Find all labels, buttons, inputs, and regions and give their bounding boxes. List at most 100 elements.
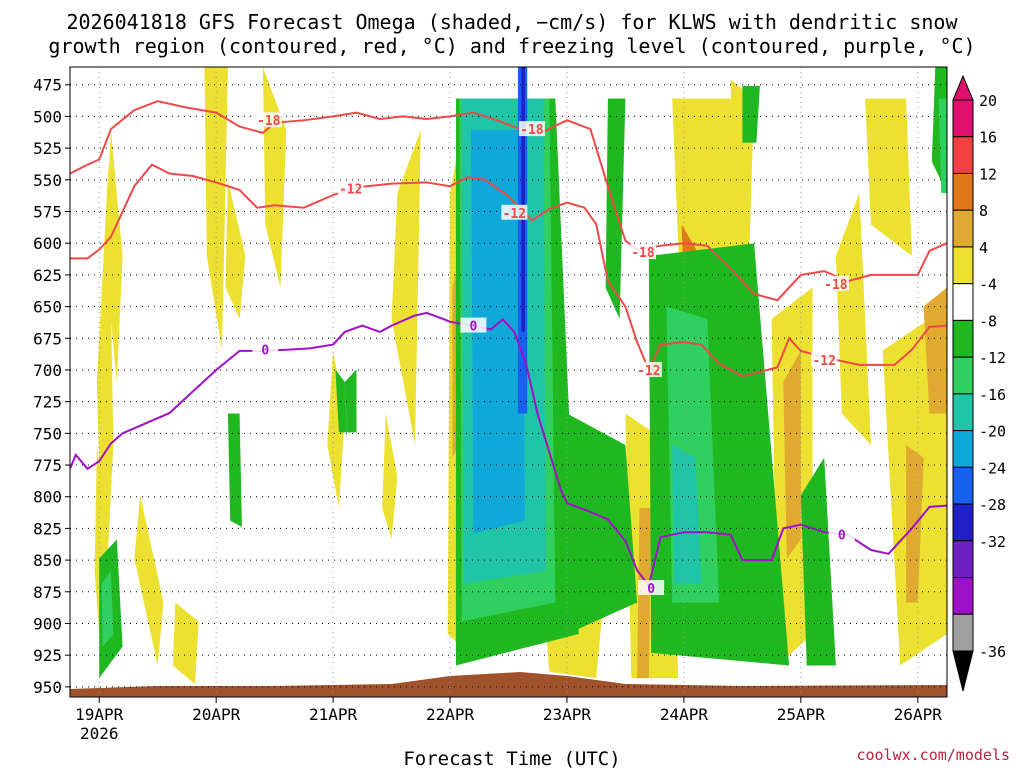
y-tick-label-525: 525	[33, 139, 62, 158]
colorbar-bin-5	[952, 246, 974, 285]
omega-shade-region-24	[783, 350, 801, 559]
y-tick-label-675: 675	[33, 329, 62, 348]
x-tick-label-19apr: 19APR	[75, 705, 124, 724]
y-tick-label-700: 700	[33, 361, 62, 380]
colorbar-label-neg16: -16	[979, 386, 1006, 404]
x-tick-label-23apr: 23APR	[543, 705, 592, 724]
y-tick-label-725: 725	[33, 393, 62, 412]
x-tick-label-22apr: 22APR	[426, 705, 475, 724]
x-axis-title: Forecast Time (UTC)	[403, 748, 621, 770]
colorbar-label-neg8: -8	[979, 312, 997, 330]
omega-shade-region-40	[521, 67, 525, 332]
colorbar-bin-15	[952, 613, 974, 652]
colorbar-label-neg28: -28	[979, 496, 1006, 514]
omega-shade-region-6	[204, 67, 228, 351]
dgz-minus12-label-4: -12	[812, 354, 835, 369]
colorbar-label-8: 8	[979, 202, 988, 220]
x-tick-label-25apr: 25APR	[777, 705, 826, 724]
y-tick-label-625: 625	[33, 266, 62, 285]
dgz-minus12-label-bg-1	[337, 180, 364, 196]
freezing-level-label-bg-4	[828, 526, 855, 542]
x-tick-label-21apr: 21APR	[309, 705, 358, 724]
omega-shade-region-26	[865, 98, 912, 256]
y-tick-label-600: 600	[33, 234, 62, 253]
site-credit: coolwx.com/models	[856, 746, 1010, 764]
dgz-minus18-label-bg-1	[255, 112, 282, 128]
freezing-level-label-2: 0	[470, 320, 478, 335]
omega-shade-region-47	[800, 457, 836, 666]
y-tick-label-900: 900	[33, 614, 62, 633]
x-tick-label-20apr: 20APR	[192, 705, 241, 724]
y-tick-label-775: 775	[33, 456, 62, 475]
colorbar-label-12: 12	[979, 165, 997, 183]
omega-shade-region-9	[327, 350, 345, 508]
x-tick-label-26apr: 26APR	[894, 705, 943, 724]
dgz-minus18-label-3: -18	[631, 246, 655, 261]
x-tick-sublabel-year: 2026	[80, 724, 119, 743]
omega-shade-region-31	[101, 571, 114, 647]
omega-shade-region-38	[471, 130, 525, 534]
colorbar-label-20: 20	[979, 92, 997, 110]
colorbar-bin-1	[952, 99, 974, 138]
colorbar-bin-10	[952, 430, 974, 468]
omega-shade-region-46	[742, 85, 760, 143]
omega-shade-region-5	[172, 602, 199, 685]
colorbar-label-neg24: -24	[979, 459, 1006, 477]
colorbar-label-neg20: -20	[979, 423, 1006, 441]
colorbar-label-neg36: -36	[979, 643, 1006, 661]
dgz-minus12-label-2: -12	[503, 207, 526, 222]
colorbar-bottom-arrow	[952, 650, 974, 692]
omega-shade-region-4	[134, 495, 164, 666]
dgz-minus12-label-bg-2	[501, 204, 528, 220]
y-tick-label-925: 925	[33, 646, 62, 665]
chart-title-line-1: 2026041818 GFS Forecast Omega (shaded, −…	[66, 10, 958, 34]
plot-frame	[69, 66, 948, 698]
omega-shade-region-45	[672, 445, 702, 584]
freezing-level-label-bg-2	[460, 317, 487, 333]
colorbar-bin-14	[952, 577, 974, 615]
colorbar-bin-3	[952, 172, 974, 211]
freezing-level-label-1: 0	[261, 344, 269, 359]
colorbar-bin-7	[952, 319, 974, 358]
y-tick-label-575: 575	[33, 203, 62, 222]
colorbar-label-16: 16	[979, 129, 997, 147]
dgz-minus18-label-4: -18	[824, 278, 848, 293]
dgz-minus12-label-bg-3	[635, 361, 662, 377]
dgz-minus12-label-1: -12	[339, 183, 362, 198]
dgz-minus12-label-3: -12	[637, 364, 660, 379]
colorbar-bin-11	[952, 466, 974, 505]
omega-shade-region-29	[923, 287, 947, 414]
colorbar-bin-8	[952, 356, 974, 395]
y-tick-label-650: 650	[33, 298, 62, 317]
y-tick-label-750: 750	[33, 424, 62, 443]
omega-shade-region-34	[344, 369, 357, 433]
y-tick-label-500: 500	[33, 107, 62, 126]
omega-shade-region-25	[835, 193, 871, 445]
omega-shade-region-49	[938, 98, 947, 193]
dgz-minus18-label-1: -18	[257, 114, 281, 129]
freezing-level-label-3: 0	[647, 582, 655, 597]
omega-shade-region-32	[227, 413, 242, 527]
dgz-minus12-line	[70, 163, 947, 378]
colorbar-bin-13	[952, 540, 974, 579]
colorbar-bin-9	[952, 393, 974, 432]
colorbar-bin-2	[952, 136, 974, 174]
dgz-minus18-label-bg-3	[629, 244, 656, 260]
omega-shade-region-33	[335, 369, 348, 433]
freezing-level-label-bg-1	[252, 341, 279, 357]
omega-shade-region-41	[567, 413, 638, 634]
dgz-minus18-label-bg-4	[822, 275, 849, 291]
omega-shade-region-3	[105, 130, 123, 382]
y-tick-label-825: 825	[33, 519, 62, 538]
colorbar-top-arrow	[952, 74, 974, 101]
terrain-fill	[70, 672, 947, 697]
y-tick-label-475: 475	[33, 76, 62, 95]
omega-shade-region-7	[225, 180, 246, 319]
colorbar-bin-12	[952, 503, 974, 542]
freezing-level-line	[70, 311, 947, 588]
omega-shade-region-10	[382, 413, 398, 540]
colorbar-label-4: 4	[979, 239, 988, 257]
freezing-level-label-4: 0	[838, 529, 846, 544]
omega-shade-region-11	[391, 130, 421, 445]
